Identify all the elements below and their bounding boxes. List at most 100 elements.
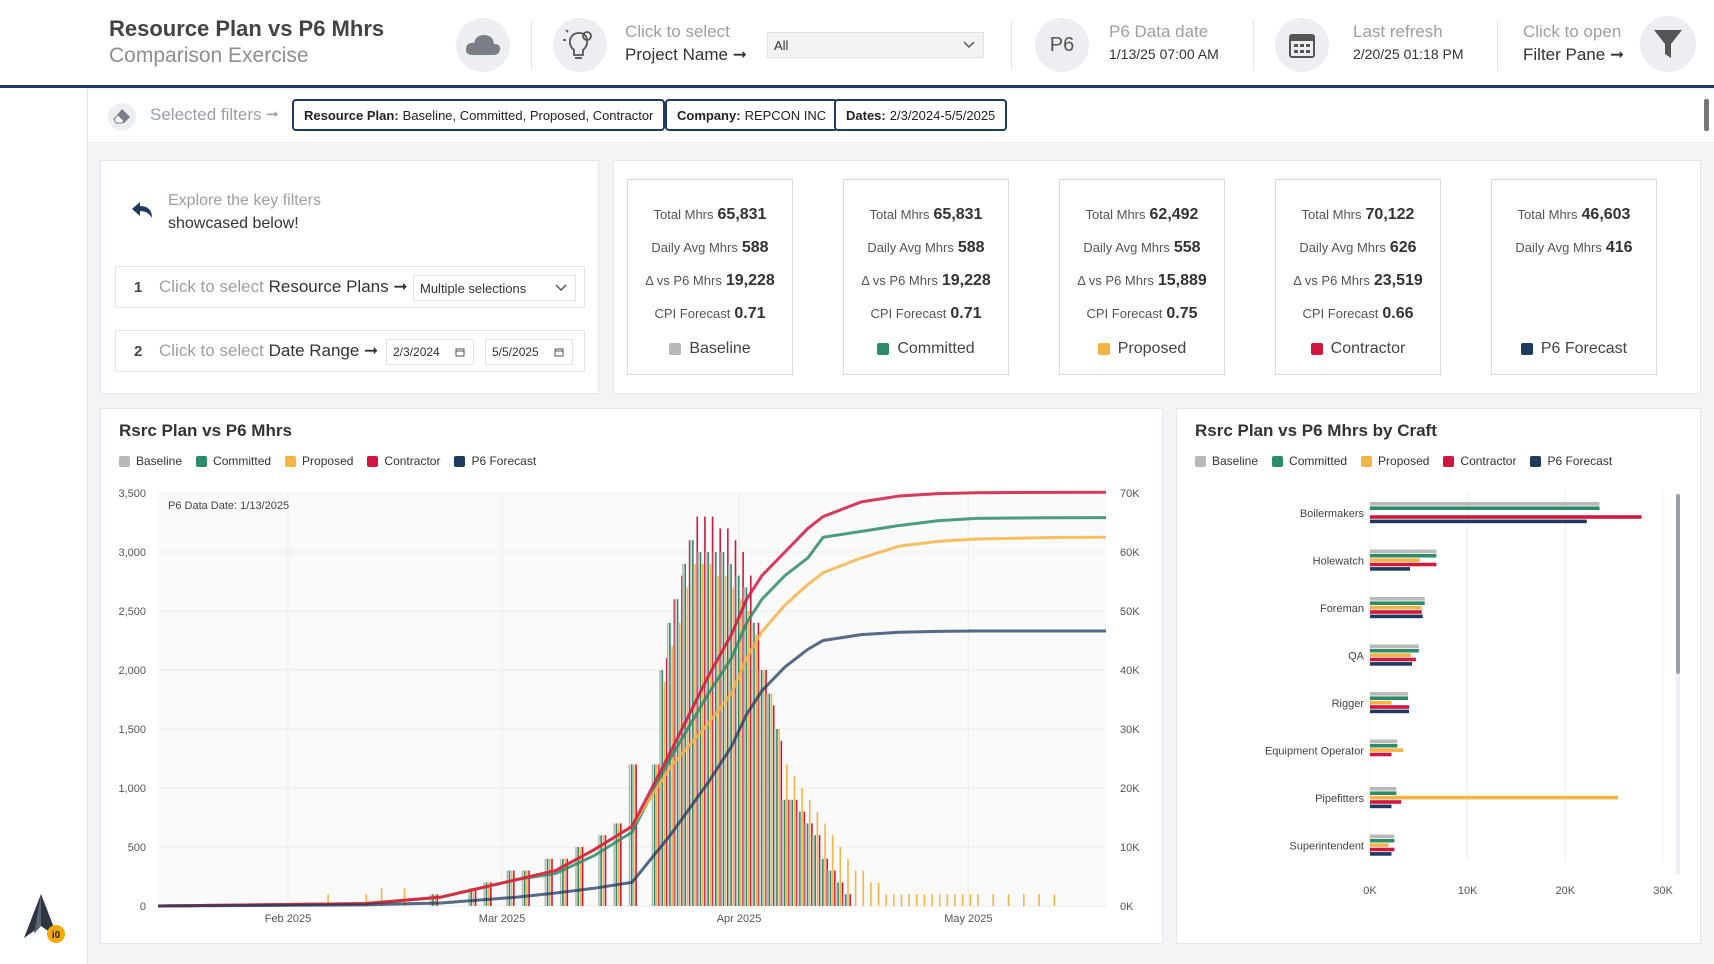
arrow-right-icon: ➞ bbox=[266, 106, 279, 123]
bar-proposed bbox=[900, 894, 903, 906]
bar-proposed bbox=[793, 776, 796, 906]
legend-item-p6-forecast[interactable]: P6 Forecast bbox=[1530, 454, 1612, 468]
scrollbar-thumb[interactable] bbox=[1704, 99, 1709, 131]
bar-proposed bbox=[954, 894, 956, 906]
date-to-input[interactable]: 5/5/2025 bbox=[485, 339, 573, 365]
bar-contractor bbox=[780, 740, 783, 906]
kpi-label: CPI Forecast bbox=[1302, 306, 1379, 321]
bar-committed bbox=[577, 847, 579, 906]
calendar-small-icon[interactable] bbox=[455, 347, 465, 357]
bar-contractor bbox=[749, 575, 752, 906]
legend-item-contractor[interactable]: Contractor bbox=[1443, 454, 1516, 468]
x-tick-label: Mar 2025 bbox=[479, 913, 525, 925]
footer-logo-icon[interactable]: i0 bbox=[24, 894, 68, 951]
chip-value: Baseline, Committed, Proposed, Contracto… bbox=[402, 107, 654, 123]
cloud-button[interactable] bbox=[456, 18, 510, 72]
bar-contractor bbox=[834, 870, 836, 906]
y-right-tick-label: 0K bbox=[1120, 901, 1134, 913]
bar-contractor bbox=[1370, 800, 1402, 804]
date-from-input[interactable]: 2/3/2024 bbox=[386, 339, 474, 365]
legend-item-baseline[interactable]: Baseline bbox=[119, 454, 182, 468]
legend-item-p6-forecast[interactable]: P6 Forecast bbox=[454, 454, 536, 468]
legend-label: Proposed bbox=[1378, 454, 1430, 468]
filter-pane-button[interactable] bbox=[1640, 16, 1696, 72]
bar-proposed bbox=[977, 894, 979, 906]
kpi-card-proposed[interactable]: Total Mhrs 62,492 Daily Avg Mhrs 558 Δ vs P6… bbox=[1059, 179, 1225, 375]
line-p6-forecast bbox=[157, 629, 1106, 908]
bar-proposed bbox=[1007, 894, 1010, 906]
legend-item-proposed[interactable]: Proposed bbox=[1361, 454, 1429, 468]
y-left-tick-label: 2,000 bbox=[118, 665, 146, 677]
bar-proposed bbox=[915, 894, 918, 906]
bar-proposed bbox=[854, 870, 857, 906]
top-header: Resource Plan vs P6 Mhrs Comparison Exer… bbox=[0, 0, 1714, 88]
bar-committed bbox=[1370, 838, 1395, 843]
bar-contractor bbox=[1370, 657, 1416, 662]
legend-label: P6 Forecast bbox=[471, 454, 537, 468]
bar-proposed bbox=[487, 882, 490, 906]
kpi-card-p6-forecast[interactable]: Total Mhrs 46,603 Daily Avg Mhrs 416 P6 Fore… bbox=[1491, 179, 1657, 375]
cloud-icon bbox=[465, 35, 501, 55]
bar-contractor bbox=[490, 882, 492, 906]
bar-proposed bbox=[579, 847, 582, 906]
craft-scrollbar-thumb[interactable] bbox=[1676, 494, 1680, 674]
bar-proposed bbox=[961, 894, 964, 906]
filter-label[interactable]: Filter Pane ➞ bbox=[1523, 45, 1625, 64]
kpi-row: Total Mhrs 65,831 bbox=[844, 206, 1008, 224]
kpi-legend: Baseline bbox=[628, 340, 792, 358]
calendar-small-icon[interactable] bbox=[554, 347, 564, 357]
bar-contractor bbox=[604, 835, 607, 906]
date-to-value: 5/5/2025 bbox=[492, 345, 539, 359]
bar-contractor bbox=[841, 882, 844, 906]
project-label[interactable]: Project Name ➞ bbox=[625, 45, 747, 64]
y-left-tick-label: 1,000 bbox=[118, 783, 146, 795]
kpi-card-baseline[interactable]: Total Mhrs 65,831 Daily Avg Mhrs 588 Δ vs P6… bbox=[627, 179, 793, 375]
bar-proposed bbox=[1370, 795, 1619, 800]
y-left-tick-label: 0 bbox=[140, 901, 146, 913]
clear-filters-button[interactable] bbox=[108, 103, 136, 131]
kpi-card-committed[interactable]: Total Mhrs 65,831 Daily Avg Mhrs 588 Δ vs P6… bbox=[843, 179, 1009, 375]
bar-committed bbox=[676, 599, 679, 906]
legend-item-baseline[interactable]: Baseline bbox=[1195, 454, 1258, 468]
y-right-tick-label: 40K bbox=[1120, 665, 1140, 677]
resource-plans-dropdown[interactable]: Multiple selections bbox=[413, 275, 576, 301]
bar-baseline bbox=[804, 823, 807, 906]
bar-contractor bbox=[581, 847, 584, 906]
project-select-button[interactable] bbox=[553, 18, 607, 72]
legend-item-contractor[interactable]: Contractor bbox=[367, 454, 440, 468]
bar-contractor bbox=[1370, 752, 1392, 757]
refresh-button[interactable] bbox=[1275, 18, 1329, 72]
legend-item-committed[interactable]: Committed bbox=[1272, 454, 1347, 468]
kpi-label: Total Mhrs bbox=[1301, 207, 1362, 222]
y-left-tick-label: 3,000 bbox=[118, 547, 146, 559]
legend-item-proposed[interactable]: Proposed bbox=[285, 454, 353, 468]
project-hint: Click to select bbox=[625, 22, 730, 41]
legend-swatch bbox=[1195, 455, 1206, 467]
craft-scrollbar[interactable] bbox=[1676, 494, 1680, 874]
bar-proposed bbox=[755, 634, 758, 906]
bar-proposed bbox=[1038, 894, 1040, 906]
chip-value: REPCON INC bbox=[744, 107, 827, 123]
bar-contractor bbox=[727, 528, 729, 906]
bar-contractor bbox=[1370, 562, 1437, 567]
bar-proposed bbox=[770, 693, 773, 906]
bar-baseline bbox=[697, 552, 700, 906]
bar-contractor bbox=[1370, 705, 1410, 709]
kpi-card-contractor[interactable]: Total Mhrs 70,122 Daily Avg Mhrs 626 Δ vs P6… bbox=[1275, 179, 1441, 375]
bar-baseline bbox=[1370, 549, 1437, 554]
project-dropdown[interactable]: All bbox=[767, 32, 984, 58]
kpi-value: 626 bbox=[1389, 239, 1417, 256]
filter-chip-dates[interactable]: Dates: 2/3/2024-5/5/2025 bbox=[834, 99, 1008, 131]
bar-committed bbox=[776, 729, 778, 906]
bar-p6-forecast bbox=[1370, 519, 1587, 524]
bar-committed bbox=[699, 552, 702, 906]
filter-chip-resource-plan[interactable]: Resource Plan: Baseline, Committed, Propo… bbox=[292, 99, 666, 131]
kpi-legend: P6 Forecast bbox=[1492, 340, 1656, 358]
legend-label: Contractor bbox=[384, 454, 441, 468]
bar-baseline bbox=[758, 670, 761, 906]
kpi-value: 15,889 bbox=[1157, 272, 1207, 289]
kpi-label: Daily Avg Mhrs bbox=[651, 240, 738, 255]
legend-item-committed[interactable]: Committed bbox=[196, 454, 271, 468]
filter-chip-company[interactable]: Company: REPCON INC bbox=[665, 99, 839, 131]
bar-proposed bbox=[1370, 605, 1422, 610]
